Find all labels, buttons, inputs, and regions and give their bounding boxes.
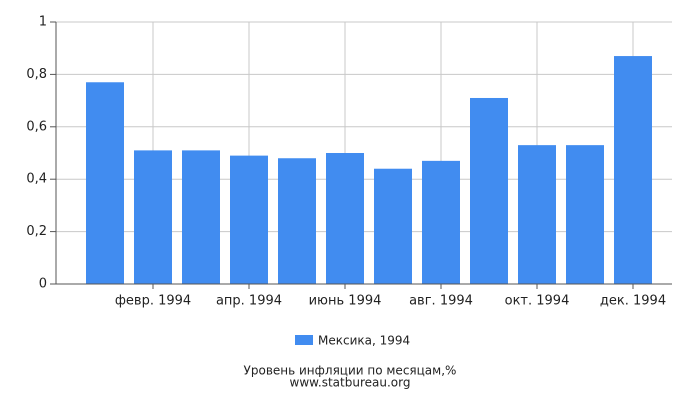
y-tick-label: 0,8 (26, 67, 47, 82)
x-tick-label: авг. 1994 (409, 294, 473, 309)
y-tick-label: 1 (39, 15, 47, 30)
x-tick-label: дек. 1994 (600, 294, 666, 309)
x-tick-label: апр. 1994 (216, 294, 282, 309)
bar (422, 160, 460, 284)
chart-title: Уровень инфляции по месяцам,% (244, 364, 457, 378)
bar (326, 153, 364, 284)
bar (614, 56, 652, 285)
y-tick-label: 0,4 (26, 172, 47, 187)
bar (518, 145, 556, 284)
bar (566, 145, 604, 284)
y-tick-label: 0 (39, 277, 47, 292)
bar (230, 155, 268, 284)
legend-swatch (295, 335, 313, 345)
bar (278, 158, 316, 284)
legend-label: Мексика, 1994 (318, 334, 410, 348)
bar (374, 168, 412, 284)
x-tick-label: окт. 1994 (505, 294, 570, 309)
bar (134, 150, 172, 284)
y-tick-label: 0,6 (26, 119, 47, 134)
bar (182, 150, 220, 284)
x-tick-label: февр. 1994 (115, 294, 191, 309)
bar (470, 97, 508, 284)
bar (86, 82, 124, 284)
y-tick-label: 0,2 (26, 224, 47, 239)
x-tick-label: июнь 1994 (309, 294, 382, 309)
chart-subtitle: www.statbureau.org (290, 376, 411, 390)
